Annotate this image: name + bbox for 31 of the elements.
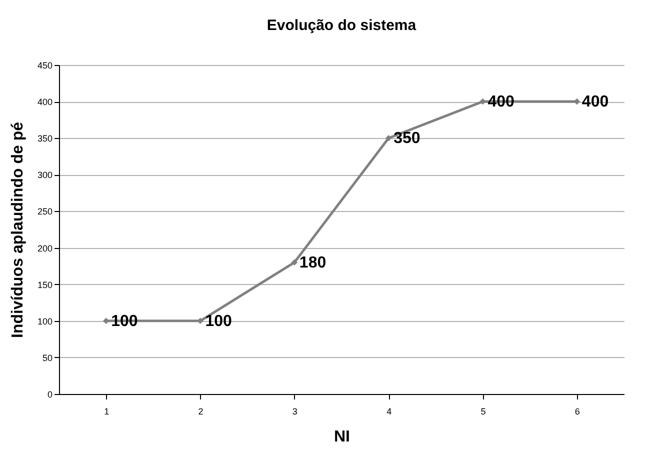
y-tick-label: 350	[37, 134, 52, 144]
x-tick-label: 6	[574, 406, 580, 416]
y-tick-label: 400	[37, 97, 52, 108]
x-tick-label: 4	[386, 406, 392, 416]
data-label: 100	[205, 312, 232, 330]
y-tick-label: 50	[42, 352, 52, 363]
y-tick-label: 200	[37, 243, 52, 254]
point	[574, 98, 580, 105]
y-tick-label: 250	[37, 206, 52, 217]
x-tick-label: 5	[480, 406, 486, 416]
data-label: 400	[488, 94, 515, 111]
y-tick-label: 450	[37, 60, 52, 70]
y-tick-label: 300	[37, 170, 52, 180]
point	[291, 259, 298, 266]
data-label: 400	[582, 94, 609, 111]
x-tick-label: 3	[292, 406, 298, 416]
x-axis-title: NI	[334, 428, 350, 446]
data-label: 180	[299, 254, 326, 272]
x-tick-label: 2	[198, 406, 204, 416]
data-label: 350	[394, 130, 420, 148]
point	[197, 318, 204, 324]
point	[385, 134, 392, 142]
y-axis-title: Indivíduos aplaudindo de pé	[9, 122, 26, 338]
chart-title: Evolução do sistema	[266, 17, 417, 34]
data-label: 100	[111, 312, 138, 330]
point	[480, 98, 486, 105]
y-tick-label: 0	[47, 390, 52, 400]
point	[102, 318, 110, 324]
y-tick-label: 150	[37, 280, 52, 290]
y-tick-label: 100	[37, 316, 52, 326]
x-tick-label: 1	[104, 406, 110, 416]
